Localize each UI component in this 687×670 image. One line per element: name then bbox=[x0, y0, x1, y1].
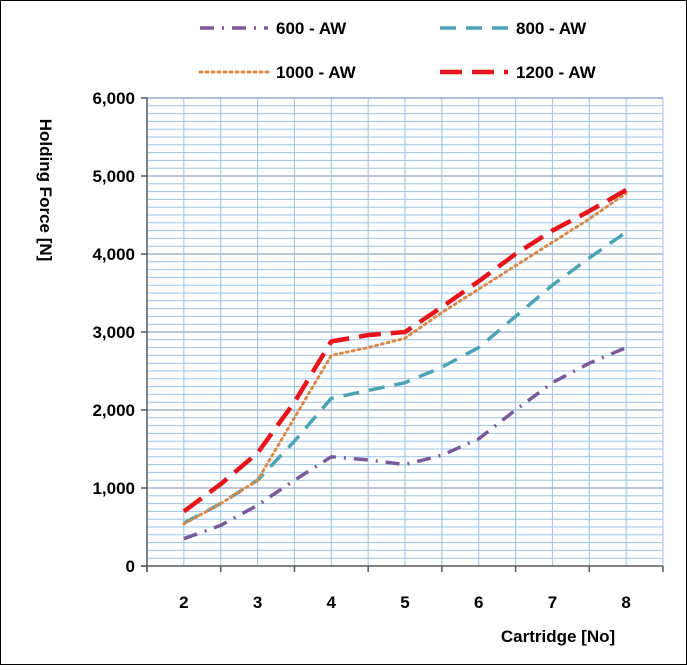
x-tick-label: 6 bbox=[474, 593, 483, 612]
x-tick-label: 7 bbox=[548, 593, 557, 612]
y-tick-label: 5,000 bbox=[92, 167, 135, 186]
y-tick-label: 1,000 bbox=[92, 479, 135, 498]
y-tick-label: 3,000 bbox=[92, 323, 135, 342]
axes bbox=[141, 97, 664, 572]
x-tick-label: 4 bbox=[327, 593, 337, 612]
x-tick-label: 8 bbox=[621, 593, 630, 612]
x-tick-label: 3 bbox=[253, 593, 262, 612]
legend: 600 - AW 800 - AW 1000 - AW 1200 - AW bbox=[198, 19, 597, 82]
y-tick-label: 2,000 bbox=[92, 401, 135, 420]
y-tick-label: 4,000 bbox=[92, 245, 135, 264]
x-axis-title: Cartridge [No] bbox=[501, 627, 615, 646]
legend-label-600-aw: 600 - AW bbox=[276, 19, 347, 38]
legend-label-1000-aw: 1000 - AW bbox=[276, 63, 357, 82]
series-line-1200-aw bbox=[182, 188, 628, 514]
y-tick-label: 0 bbox=[126, 557, 135, 576]
legend-label-800-aw: 800 - AW bbox=[516, 19, 587, 38]
y-tick-label: 6,000 bbox=[92, 89, 135, 108]
x-tick-label: 2 bbox=[179, 593, 188, 612]
gridlines bbox=[147, 97, 664, 566]
series-lines bbox=[182, 188, 628, 541]
x-tick-label: 5 bbox=[400, 593, 409, 612]
y-tick-labels: 0 1,000 2,000 3,000 4,000 5,000 6,000 bbox=[92, 89, 135, 576]
legend-label-1200-aw: 1200 - AW bbox=[516, 63, 597, 82]
x-tick-labels: 2 3 4 5 6 7 8 bbox=[179, 593, 631, 612]
y-axis-title: Holding Force [N] bbox=[36, 119, 55, 262]
series-line-1000-aw bbox=[182, 191, 628, 526]
